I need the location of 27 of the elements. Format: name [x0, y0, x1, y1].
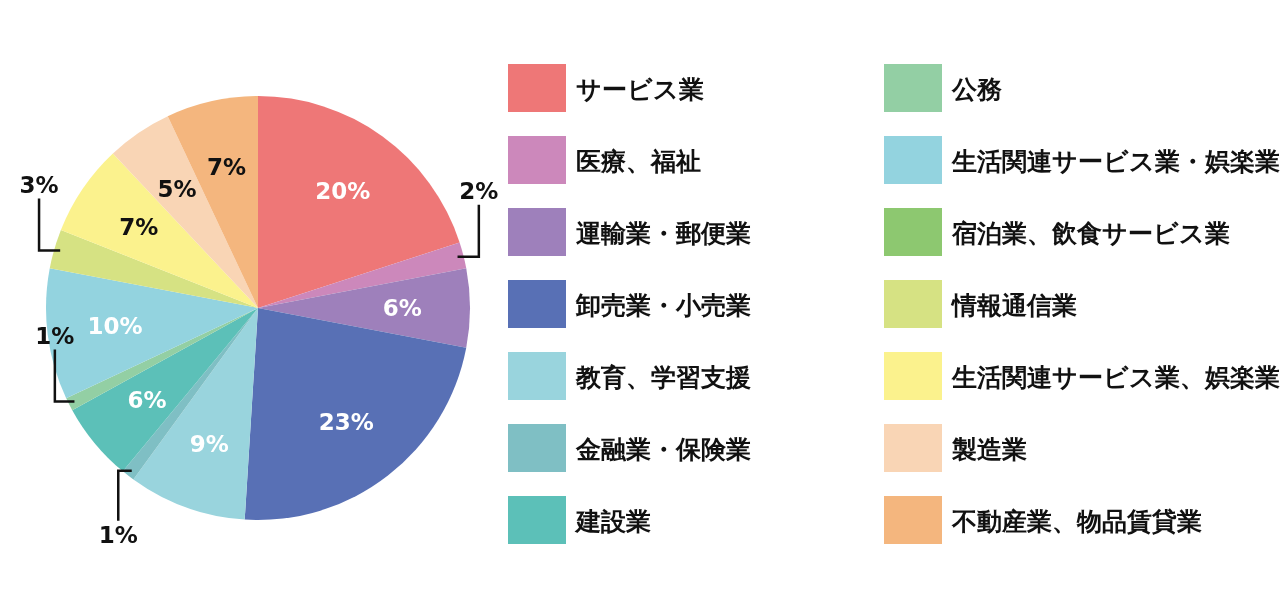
data-label: 1% — [35, 322, 75, 349]
legend-label: 建設業 — [574, 507, 651, 536]
legend-label: 製造業 — [951, 435, 1027, 464]
legend-label: 不動産業、物品賃貸業 — [951, 507, 1202, 536]
legend-label: 金融業・保険業 — [575, 435, 751, 464]
data-label: 6% — [127, 386, 167, 413]
data-label: 1% — [98, 521, 138, 548]
data-label: 3% — [19, 171, 59, 198]
legend-label: 医療、福祉 — [576, 147, 701, 176]
data-label: 20% — [315, 178, 371, 205]
data-label: 10% — [87, 313, 143, 340]
data-label: 7% — [119, 213, 159, 240]
legend-label: 卸売業・小売業 — [575, 291, 751, 320]
legend-label: 教育、学習支援 — [575, 363, 751, 392]
data-label: 6% — [382, 295, 422, 321]
legend-label: 公務 — [951, 75, 1002, 104]
legend-label: サービス業 — [576, 75, 704, 104]
data-label: 2% — [459, 177, 499, 204]
data-label: 7% — [207, 154, 247, 181]
legend-label: 生活関連サービス業、娯楽業 — [951, 363, 1280, 392]
legend-label: 情報通信業 — [950, 291, 1077, 320]
legend-label: 運輸業・郵便業 — [576, 219, 751, 248]
legend-label: 宿泊業、飲食サービス業 — [951, 219, 1230, 248]
data-label: 9% — [189, 430, 229, 457]
data-label: 23% — [318, 408, 374, 435]
data-label: 5% — [157, 175, 197, 202]
legend-label: 生活関連サービス業・娯楽業 — [951, 147, 1280, 176]
